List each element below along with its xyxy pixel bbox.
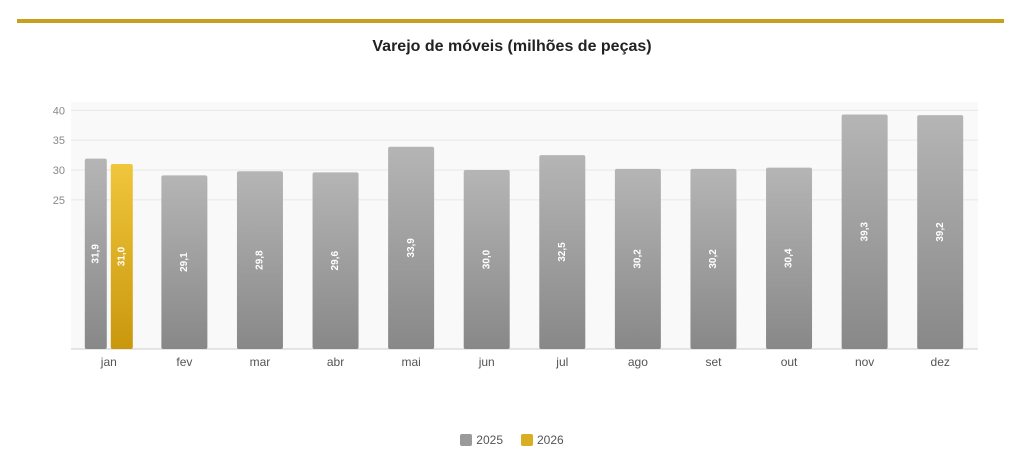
y-tick-label: 30	[53, 165, 65, 177]
bar-2026-jan	[110, 164, 133, 349]
bar-2025-dez	[917, 115, 964, 349]
data-label: 39,2	[935, 222, 946, 242]
data-label: 29,6	[330, 251, 341, 271]
bar-2025-mai	[388, 146, 435, 349]
plot-area	[71, 102, 978, 349]
bar-2025-jan	[84, 158, 107, 349]
x-tick-label: set	[705, 355, 722, 369]
chart-title: Varejo de móveis (milhões de peças)	[372, 38, 652, 55]
bar-2025-ago	[614, 168, 661, 349]
data-label: 30,0	[481, 249, 492, 269]
data-label: 31,0	[116, 246, 127, 266]
bar-2025-mar	[236, 171, 283, 349]
data-label: 33,9	[406, 238, 417, 258]
legend-item-2026[interactable]: 2026	[521, 433, 564, 447]
bar-2025-nov	[841, 114, 888, 349]
x-tick-label: out	[781, 355, 798, 369]
bar-2025-abr	[312, 172, 359, 349]
x-tick-label: jan	[100, 355, 117, 369]
data-label: 30,2	[708, 249, 719, 269]
x-tick-label: nov	[855, 355, 874, 369]
data-label: 30,2	[633, 249, 644, 269]
bar-2025-out	[766, 167, 813, 349]
data-label: 29,8	[255, 250, 266, 270]
legend-label: 2025	[476, 433, 503, 447]
legend-label: 2026	[537, 433, 564, 447]
data-label: 32,5	[557, 242, 568, 262]
y-tick-label: 25	[53, 195, 65, 207]
y-tick-label: 35	[53, 135, 65, 147]
x-tick-label: mai	[401, 355, 420, 369]
x-tick-label: mar	[250, 355, 271, 369]
legend-swatch	[460, 434, 473, 446]
legend-swatch	[521, 434, 533, 446]
bar-2025-set	[690, 168, 737, 349]
data-label: 29,1	[179, 252, 190, 272]
x-tick-label: dez	[931, 355, 950, 369]
x-tick-label: ago	[628, 355, 648, 369]
y-tick-label: 40	[53, 105, 65, 117]
accent-line	[17, 19, 1004, 23]
x-tick-label: jul	[555, 355, 568, 369]
data-label: 39,3	[859, 222, 870, 242]
data-label: 31,9	[90, 244, 101, 264]
x-tick-label: jun	[478, 355, 495, 369]
legend-item-2025[interactable]: 2025	[460, 433, 503, 447]
data-label: 30,4	[784, 248, 795, 268]
x-tick-label: abr	[327, 355, 344, 369]
x-tick-label: fev	[176, 355, 192, 369]
legend: 2025 2026	[0, 433, 1024, 447]
bar-2025-jun	[463, 170, 510, 349]
bar-2025-jul	[539, 155, 586, 349]
bar-2025-fev	[161, 175, 208, 349]
